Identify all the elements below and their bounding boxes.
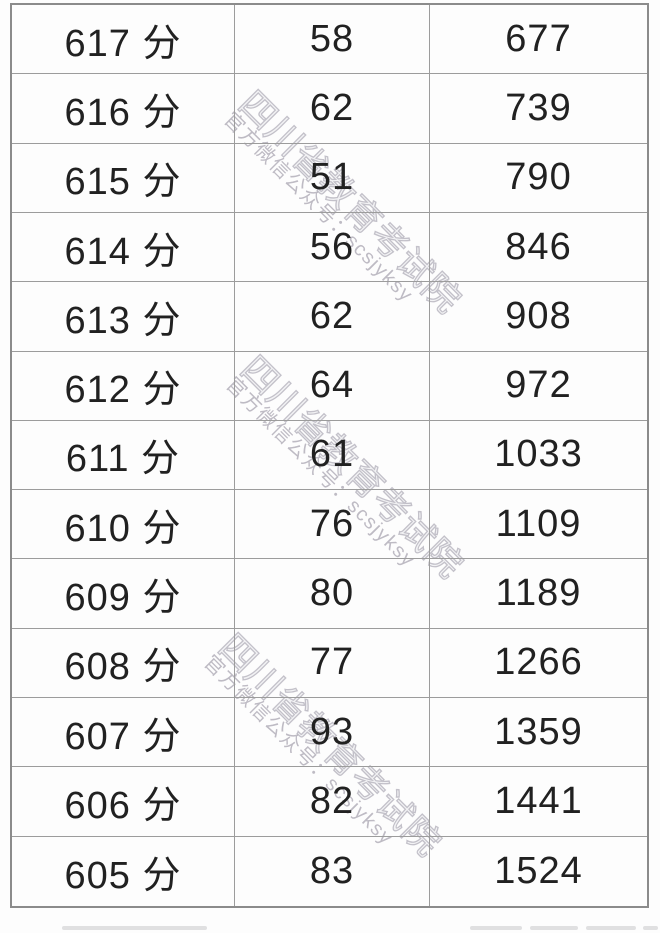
count-cell: 62: [235, 74, 430, 143]
cumulative-cell: 972: [505, 364, 572, 407]
cumulative-cell: 1189: [495, 572, 582, 615]
table-row: 616 分 62 739: [12, 74, 647, 144]
score-cell: 612 分: [12, 351, 235, 420]
count-cell: 51: [235, 143, 430, 212]
count-cell: 93: [235, 698, 430, 767]
score-cell: 605 分: [12, 836, 235, 906]
cumulative-cell: 739: [505, 86, 572, 129]
cumulative-cell: 1033: [494, 433, 583, 476]
score-cell: 617 分: [12, 5, 235, 74]
score-cell: 607 分: [12, 698, 235, 767]
count-cell: 82: [235, 767, 430, 836]
cropped-text-fragment: [530, 926, 578, 930]
cumulative-cell: 790: [505, 156, 572, 199]
cumulative-cell: 908: [505, 294, 572, 337]
count-cell: 80: [235, 559, 430, 628]
cumulative-cell: 677: [505, 17, 572, 60]
count-cell: 83: [235, 836, 430, 906]
table-row: 612 分 64 972: [12, 351, 647, 421]
score-cell: 608 分: [12, 628, 235, 698]
table-row: 607 分 93 1359: [12, 698, 647, 768]
table-row: 617 分 58 677: [12, 5, 647, 75]
table-row: 609 分 80 1189: [12, 559, 647, 629]
table-row: 610 分 76 1109: [12, 490, 647, 560]
cumulative-cell: 1266: [494, 641, 583, 684]
score-cell: 616 分: [12, 74, 235, 143]
cropped-text-fragment: [586, 926, 636, 930]
score-table: 617 分 58 677 616 分 62 739 615 分 51 790 614 分 56 846…: [10, 3, 649, 908]
table-row: 606 分 82 1441: [12, 767, 647, 837]
score-cell: 611 分: [12, 420, 235, 490]
table-row: 615 分 51 790: [12, 143, 647, 213]
cropped-text-fragment: [643, 926, 658, 930]
score-cell: 610 分: [12, 490, 235, 559]
score-cell: 606 分: [12, 767, 235, 836]
count-cell: 76: [235, 490, 430, 559]
cumulative-cell: 1359: [494, 710, 583, 753]
cropped-text-fragment: [62, 926, 207, 930]
count-cell: 58: [235, 5, 430, 74]
count-cell: 56: [235, 212, 430, 282]
table-row: 613 分 62 908: [12, 282, 647, 352]
cumulative-cell: 846: [505, 225, 572, 268]
table-row: 608 分 77 1266: [12, 628, 647, 699]
score-cell: 614 分: [12, 212, 235, 282]
score-cell: 609 分: [12, 559, 235, 628]
count-cell: 61: [235, 420, 430, 490]
table-row: 614 分 56 846: [12, 212, 647, 283]
score-cell: 613 分: [12, 282, 235, 351]
count-cell: 62: [235, 282, 430, 351]
cumulative-cell: 1441: [494, 780, 583, 823]
cropped-text-fragment: [470, 926, 522, 930]
next-row-hint: [0, 924, 660, 933]
score-cell: 615 分: [12, 143, 235, 212]
table-row: 605 分 83 1524: [12, 836, 647, 906]
table-row: 611 分 61 1033: [12, 420, 647, 491]
cumulative-cell: 1109: [495, 502, 582, 545]
count-cell: 64: [235, 351, 430, 420]
count-cell: 77: [235, 628, 430, 698]
cumulative-cell: 1524: [494, 849, 583, 892]
